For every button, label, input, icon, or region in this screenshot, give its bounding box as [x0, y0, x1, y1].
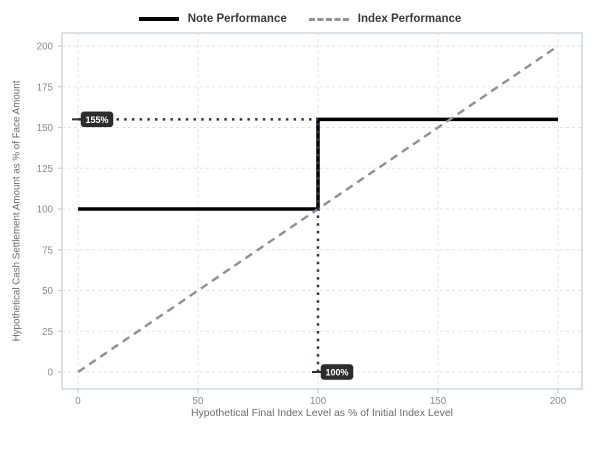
legend-item-index: Index Performance	[308, 13, 462, 25]
x-tick-label: 150	[430, 396, 447, 407]
y-tick-label: 75	[42, 245, 53, 256]
y-tick-label: 150	[37, 123, 54, 134]
legend-label-note: Note Performance	[187, 13, 287, 25]
y-axis-title: Hypothetical Cash Settlement Amount as %…	[11, 80, 23, 342]
series-line-note-performance	[78, 117, 558, 211]
y-tick-label: 25	[42, 327, 53, 338]
legend-label-index: Index Performance	[357, 13, 462, 25]
y-tick-label: 50	[42, 286, 53, 297]
x-tick-label: 100	[310, 396, 327, 407]
x-tick-label: 200	[550, 396, 567, 407]
index-line-swatch	[308, 17, 349, 21]
legend-item-note: Note Performance	[138, 13, 287, 25]
y-tick-label: 175	[37, 82, 54, 93]
annotation-label: 100%	[325, 368, 348, 378]
y-tick-label: 200	[37, 42, 54, 53]
note-line-swatch	[138, 17, 179, 21]
x-tick-label: 50	[193, 396, 204, 407]
x-axis-title: Hypothetical Final Index Level as % of I…	[190, 407, 454, 419]
annotation-box	[80, 111, 114, 128]
legend: Note Performance Index Performance	[0, 9, 600, 29]
x-tick-label: 0	[75, 396, 81, 407]
annotation-box	[320, 364, 354, 380]
annotation-label: 155%	[85, 115, 108, 125]
y-tick-label: 0	[48, 368, 54, 379]
y-tick-label: 100	[37, 205, 54, 216]
y-tick-label: 125	[37, 164, 54, 175]
panel-border	[61, 32, 583, 390]
